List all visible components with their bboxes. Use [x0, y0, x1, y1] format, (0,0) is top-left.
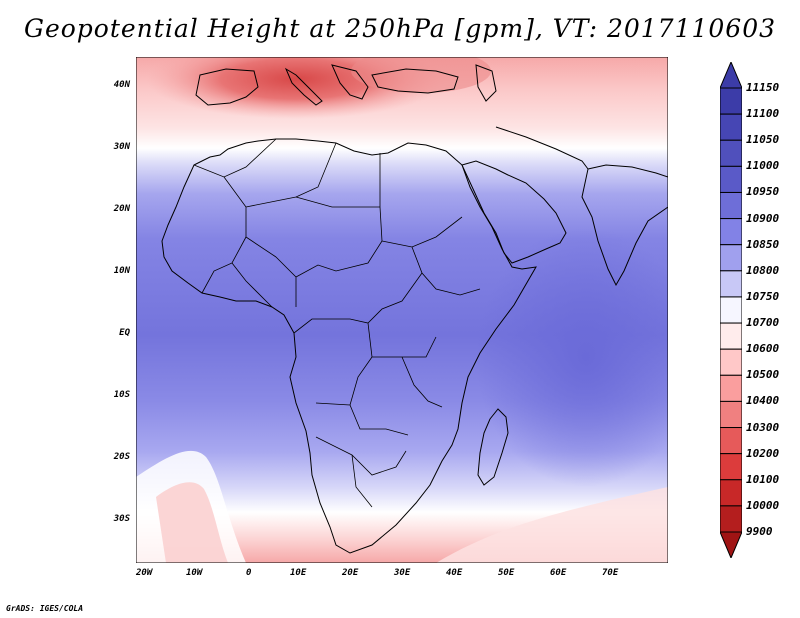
madagascar — [477, 408, 509, 486]
colorbar-block — [720, 427, 742, 455]
map-plot — [136, 57, 668, 563]
balkans-greece — [331, 64, 369, 100]
colorbar-label: 9900 — [746, 525, 773, 538]
arabian-peninsula — [461, 160, 567, 264]
lon-label-0: 0 — [246, 568, 252, 578]
colorbar-label: 10900 — [746, 211, 780, 225]
africa-coastline — [161, 138, 537, 554]
colorbar-label: 10100 — [746, 472, 780, 486]
colorbar-bottom-arrow — [720, 531, 742, 558]
colorbar-label: 10200 — [746, 446, 780, 460]
lat-label-30s: 30S — [113, 514, 130, 524]
colorbar-label: 11050 — [746, 133, 780, 147]
colorbar-block — [720, 165, 742, 193]
colorbar-label: 11100 — [746, 107, 780, 121]
colorbar-block — [720, 191, 742, 220]
lat-label-eq: EQ — [119, 328, 130, 338]
colorbar-label: 10750 — [746, 289, 780, 303]
lat-label-10s: 10S — [113, 390, 130, 400]
colorbar-block — [720, 218, 742, 246]
colorbar-label: 10700 — [746, 316, 780, 330]
colorbar-label: 10600 — [746, 342, 780, 356]
lon-label-30e: 30E — [394, 568, 411, 578]
colorbar-block — [720, 374, 742, 402]
colorbar-label: 11000 — [746, 159, 780, 173]
colorbar-block — [720, 87, 742, 115]
chart-title: Geopotential Height at 250hPa [gpm], VT:… — [23, 14, 777, 43]
lon-label-70e: 70E — [602, 568, 619, 578]
persian-coast — [495, 126, 589, 170]
colorbar-label: 10000 — [746, 498, 780, 512]
colorbar-block — [720, 296, 742, 324]
iberia — [195, 68, 259, 106]
colorbar-block — [720, 322, 742, 350]
caspian-region — [475, 64, 497, 102]
lat-label-10n: 10N — [113, 266, 130, 276]
italy — [284, 67, 323, 106]
colorbar-label: 10300 — [746, 420, 780, 434]
colorbar-block — [720, 505, 742, 533]
lon-label-10w: 10W — [186, 568, 203, 578]
colorbar-label: 11150 — [746, 81, 780, 94]
lon-label-20w: 20W — [136, 568, 153, 578]
anatolia — [371, 68, 459, 94]
colorbar-block — [720, 348, 742, 376]
lon-label-20e: 20E — [342, 568, 359, 578]
colorbar-block — [720, 453, 742, 481]
colorbar — [720, 62, 742, 558]
colorbar-block — [720, 139, 742, 167]
lat-label-30n: 30N — [113, 142, 130, 152]
ridge-southwest-atlantic-core — [156, 482, 228, 563]
lon-label-10e: 10E — [290, 568, 307, 578]
lat-label-40n: 40N — [113, 80, 130, 90]
colorbar-block — [720, 244, 742, 272]
colorbar-label: 10500 — [746, 368, 780, 382]
colorbar-block — [720, 113, 742, 141]
lat-label-20n: 20N — [113, 204, 130, 214]
grads-credit: GrADS: IGES/COLA — [6, 604, 84, 613]
colorbar-label: 10800 — [746, 263, 780, 277]
colorbar-block — [720, 400, 742, 429]
colorbar-label: 10400 — [746, 394, 780, 408]
lat-label-20s: 20S — [113, 452, 130, 462]
colorbar-block — [720, 270, 742, 298]
deep-height-pool-indian-ocean — [476, 227, 668, 487]
lon-label-40e: 40E — [446, 568, 463, 578]
colorbar-block — [720, 479, 742, 507]
colorbar-label: 10850 — [746, 237, 780, 251]
ridge-south-indian-ocean — [436, 487, 668, 563]
colorbar-blocks — [720, 62, 742, 558]
country-borders — [193, 138, 481, 508]
lon-label-50e: 50E — [498, 568, 515, 578]
colorbar-top-arrow — [720, 62, 742, 89]
colorbar-label: 10950 — [746, 185, 780, 199]
lon-label-60e: 60E — [550, 568, 567, 578]
india — [581, 164, 668, 287]
coastlines-and-borders — [161, 64, 668, 554]
